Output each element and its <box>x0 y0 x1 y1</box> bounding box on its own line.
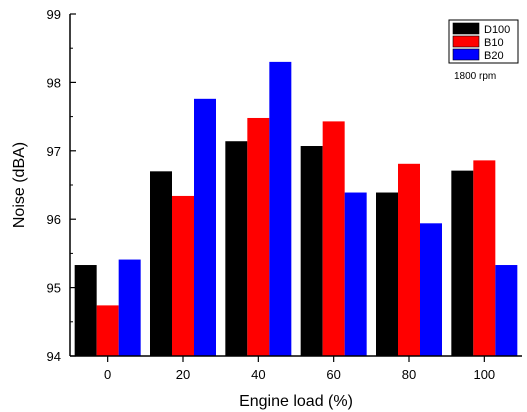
bar-b20-load-100 <box>495 265 518 356</box>
x-axis-title: Engine load (%) <box>239 393 353 410</box>
bar-b20-load-40 <box>269 61 292 356</box>
bar-b20-load-60 <box>344 192 367 356</box>
y-tick-label: 97 <box>47 144 61 159</box>
y-tick-label: 98 <box>47 75 61 90</box>
bar-b10-load-80 <box>398 163 420 356</box>
legend-label-d100: D100 <box>484 24 510 36</box>
bar-d100-load-80 <box>376 192 398 356</box>
x-tick-label: 0 <box>104 367 111 382</box>
legend-swatch-d100 <box>452 22 480 35</box>
legend-swatch-b10 <box>452 35 480 48</box>
x-tick-label: 60 <box>326 367 340 382</box>
x-tick-label: 20 <box>176 367 190 382</box>
bar-d100-load-60 <box>300 146 323 356</box>
bar-d100-load-20 <box>150 171 172 356</box>
bar-d100-load-100 <box>451 170 474 356</box>
bars-group <box>74 61 518 356</box>
x-ticks-group: 0 20 40 60 80 100 <box>104 356 495 382</box>
y-tick-label: 99 <box>47 7 61 22</box>
bar-d100-load-40 <box>225 141 248 356</box>
y-tick-label: 95 <box>47 281 61 296</box>
legend-swatch-b20 <box>452 48 480 61</box>
legend-label-b10: B10 <box>484 37 504 49</box>
x-tick-label: 100 <box>473 367 495 382</box>
y-axis-title: Noise (dBA) <box>11 142 28 228</box>
bar-b10-load-60 <box>322 121 345 356</box>
bar-b10-load-40 <box>247 117 270 356</box>
bar-b20-load-0 <box>118 259 141 356</box>
bar-b10-load-0 <box>96 305 119 356</box>
bar-b10-load-20 <box>172 195 194 356</box>
bar-d100-load-0 <box>74 265 97 356</box>
bar-b20-load-80 <box>420 223 442 356</box>
legend-label-b20: B20 <box>484 50 504 62</box>
x-tick-label: 80 <box>402 367 416 382</box>
rpm-annotation: 1800 rpm <box>454 71 496 82</box>
x-tick-label: 40 <box>251 367 265 382</box>
bar-b20-load-20 <box>194 98 216 356</box>
bar-b10-load-100 <box>473 160 496 356</box>
y-ticks-group: 94 95 96 97 98 99 <box>47 7 76 364</box>
y-tick-label: 96 <box>47 212 61 227</box>
y-tick-label: 94 <box>47 349 61 364</box>
